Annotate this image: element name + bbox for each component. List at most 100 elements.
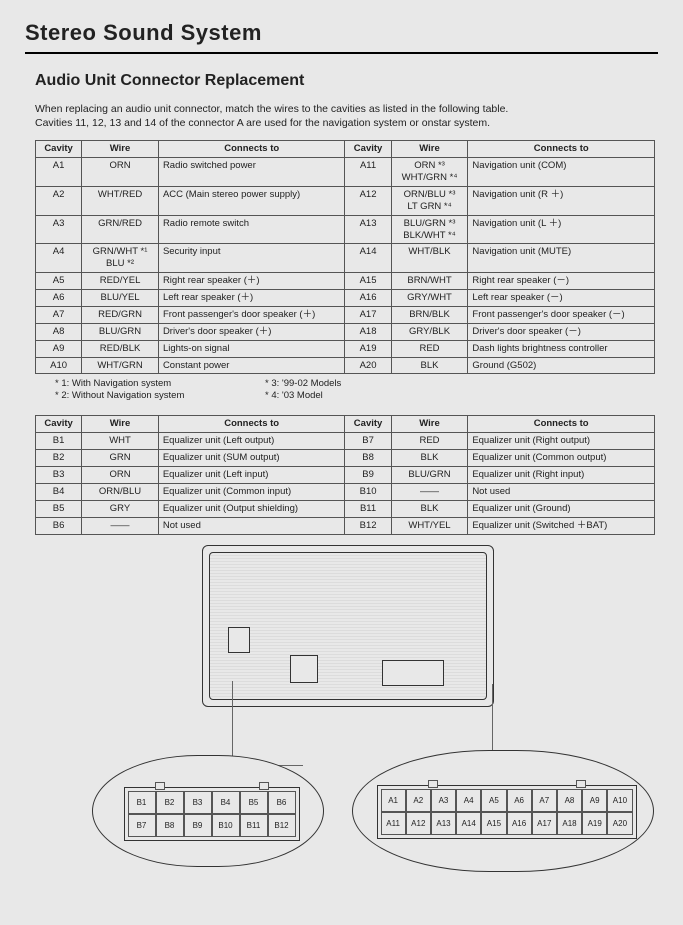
col-connects: Connects to	[158, 141, 345, 158]
col-cavity: Cavity	[36, 416, 82, 433]
intro-line-2: Cavities 11, 12, 13 and 14 of the connec…	[35, 117, 490, 129]
cell: Driver's door speaker (－)	[468, 323, 655, 340]
pin-cell: B12	[268, 814, 296, 837]
pin-cell: A20	[607, 812, 632, 835]
pin-cell: B5	[240, 791, 268, 814]
pin-cell: A8	[557, 789, 582, 812]
cell: BRN/BLK	[391, 306, 468, 323]
col-cavity: Cavity	[345, 416, 391, 433]
cell: Equalizer unit (Common input)	[158, 483, 345, 500]
table-row: A9RED/BLKLights-on signalA19REDDash ligh…	[36, 340, 655, 357]
cell: ORN/BLU *³ LT GRN *⁴	[391, 186, 468, 215]
pin-cell: A13	[431, 812, 456, 835]
cell: B1	[36, 433, 82, 450]
cell: RED/BLK	[82, 340, 159, 357]
col-wire: Wire	[391, 141, 468, 158]
table-row: A10WHT/GRNConstant powerA20BLKGround (G5…	[36, 357, 655, 374]
cell: BLU/GRN	[391, 467, 468, 484]
table-row: A6BLU/YELLeft rear speaker (＋)A16GRY/WHT…	[36, 290, 655, 307]
cell: A12	[345, 186, 391, 215]
cell: A7	[36, 306, 82, 323]
cell: B12	[345, 517, 391, 534]
cell: A8	[36, 323, 82, 340]
title-rule	[25, 52, 658, 54]
pin-cell: A7	[532, 789, 557, 812]
cell: Equalizer unit (Switched ＋BAT)	[468, 517, 655, 534]
pin-cell: B9	[184, 814, 212, 837]
table-row: B1WHTEqualizer unit (Left output)B7REDEq…	[36, 433, 655, 450]
col-connects: Connects to	[468, 416, 655, 433]
cell: WHT/YEL	[391, 517, 468, 534]
pin-cell: B8	[156, 814, 184, 837]
cell: GRN	[82, 450, 159, 467]
cell: A5	[36, 273, 82, 290]
pin-cell: A11	[381, 812, 406, 835]
cell: BLK	[391, 500, 468, 517]
cell: WHT/GRN	[82, 357, 159, 374]
footnote-3: * 3: '99-02 Models	[265, 378, 465, 389]
cell: A19	[345, 340, 391, 357]
cell: Right rear speaker (－)	[468, 273, 655, 290]
connector-b-port	[290, 655, 318, 683]
cell: Navigation unit (R ＋)	[468, 186, 655, 215]
cell: Not used	[158, 517, 345, 534]
radio-rear-panel	[209, 552, 487, 700]
cell: A9	[36, 340, 82, 357]
cell: A13	[345, 215, 391, 244]
cell: ——	[391, 483, 468, 500]
cell: B2	[36, 450, 82, 467]
cell: Equalizer unit (Output shielding)	[158, 500, 345, 517]
table-row: A5RED/YELRight rear speaker (＋)A15BRN/WH…	[36, 273, 655, 290]
cell: GRY/WHT	[391, 290, 468, 307]
cell: Radio switched power	[158, 158, 345, 187]
footnote-4: * 4: '03 Model	[265, 390, 465, 401]
table-row: A8BLU/GRNDriver's door speaker (＋)A18GRY…	[36, 323, 655, 340]
pin-cell: A12	[406, 812, 431, 835]
cell: A16	[345, 290, 391, 307]
table-row: A4GRN/WHT *¹ BLU *²Security inputA14WHT/…	[36, 244, 655, 273]
cell: B3	[36, 467, 82, 484]
cell: A10	[36, 357, 82, 374]
cell: GRN/RED	[82, 215, 159, 244]
cell: Front passenger's door speaker (＋)	[158, 306, 345, 323]
cell: Radio remote switch	[158, 215, 345, 244]
pin-cell: A9	[582, 789, 607, 812]
pin-cell: A15	[481, 812, 506, 835]
cell: WHT/RED	[82, 186, 159, 215]
cell: A14	[345, 244, 391, 273]
pin-cell: A3	[431, 789, 456, 812]
cell: BLU/GRN *³ BLK/WHT *⁴	[391, 215, 468, 244]
cell: Equalizer unit (SUM output)	[158, 450, 345, 467]
pin-cell: B4	[212, 791, 240, 814]
cell: ACC (Main stereo power supply)	[158, 186, 345, 215]
cell: ORN	[82, 467, 159, 484]
cell: B6	[36, 517, 82, 534]
cell: Dash lights brightness controller	[468, 340, 655, 357]
connector-b-table: Cavity Wire Connects to Cavity Wire Conn…	[35, 415, 655, 534]
cell: ORN *³ WHT/GRN *⁴	[391, 158, 468, 187]
pin-cell: A5	[481, 789, 506, 812]
pin-cell: A14	[456, 812, 481, 835]
connector-a-port	[382, 660, 444, 686]
intro-text: When replacing an audio unit connector, …	[35, 102, 658, 130]
section-title: Audio Unit Connector Replacement	[35, 72, 658, 90]
cell: Front passenger's door speaker (－)	[468, 306, 655, 323]
cell: A2	[36, 186, 82, 215]
cell: Driver's door speaker (＋)	[158, 323, 345, 340]
pin-cell: B6	[268, 791, 296, 814]
cell: A1	[36, 158, 82, 187]
aux-port	[228, 627, 250, 653]
cell: Security input	[158, 244, 345, 273]
cell: Equalizer unit (Ground)	[468, 500, 655, 517]
cell: A18	[345, 323, 391, 340]
cell: BLU/YEL	[82, 290, 159, 307]
connector-a-table: Cavity Wire Connects to Cavity Wire Conn…	[35, 140, 655, 374]
cell: B4	[36, 483, 82, 500]
cell: ORN/BLU	[82, 483, 159, 500]
col-connects: Connects to	[158, 416, 345, 433]
cell: B8	[345, 450, 391, 467]
col-cavity: Cavity	[36, 141, 82, 158]
cell: Equalizer unit (Left output)	[158, 433, 345, 450]
pin-cell: A17	[532, 812, 557, 835]
cell: RED	[391, 340, 468, 357]
